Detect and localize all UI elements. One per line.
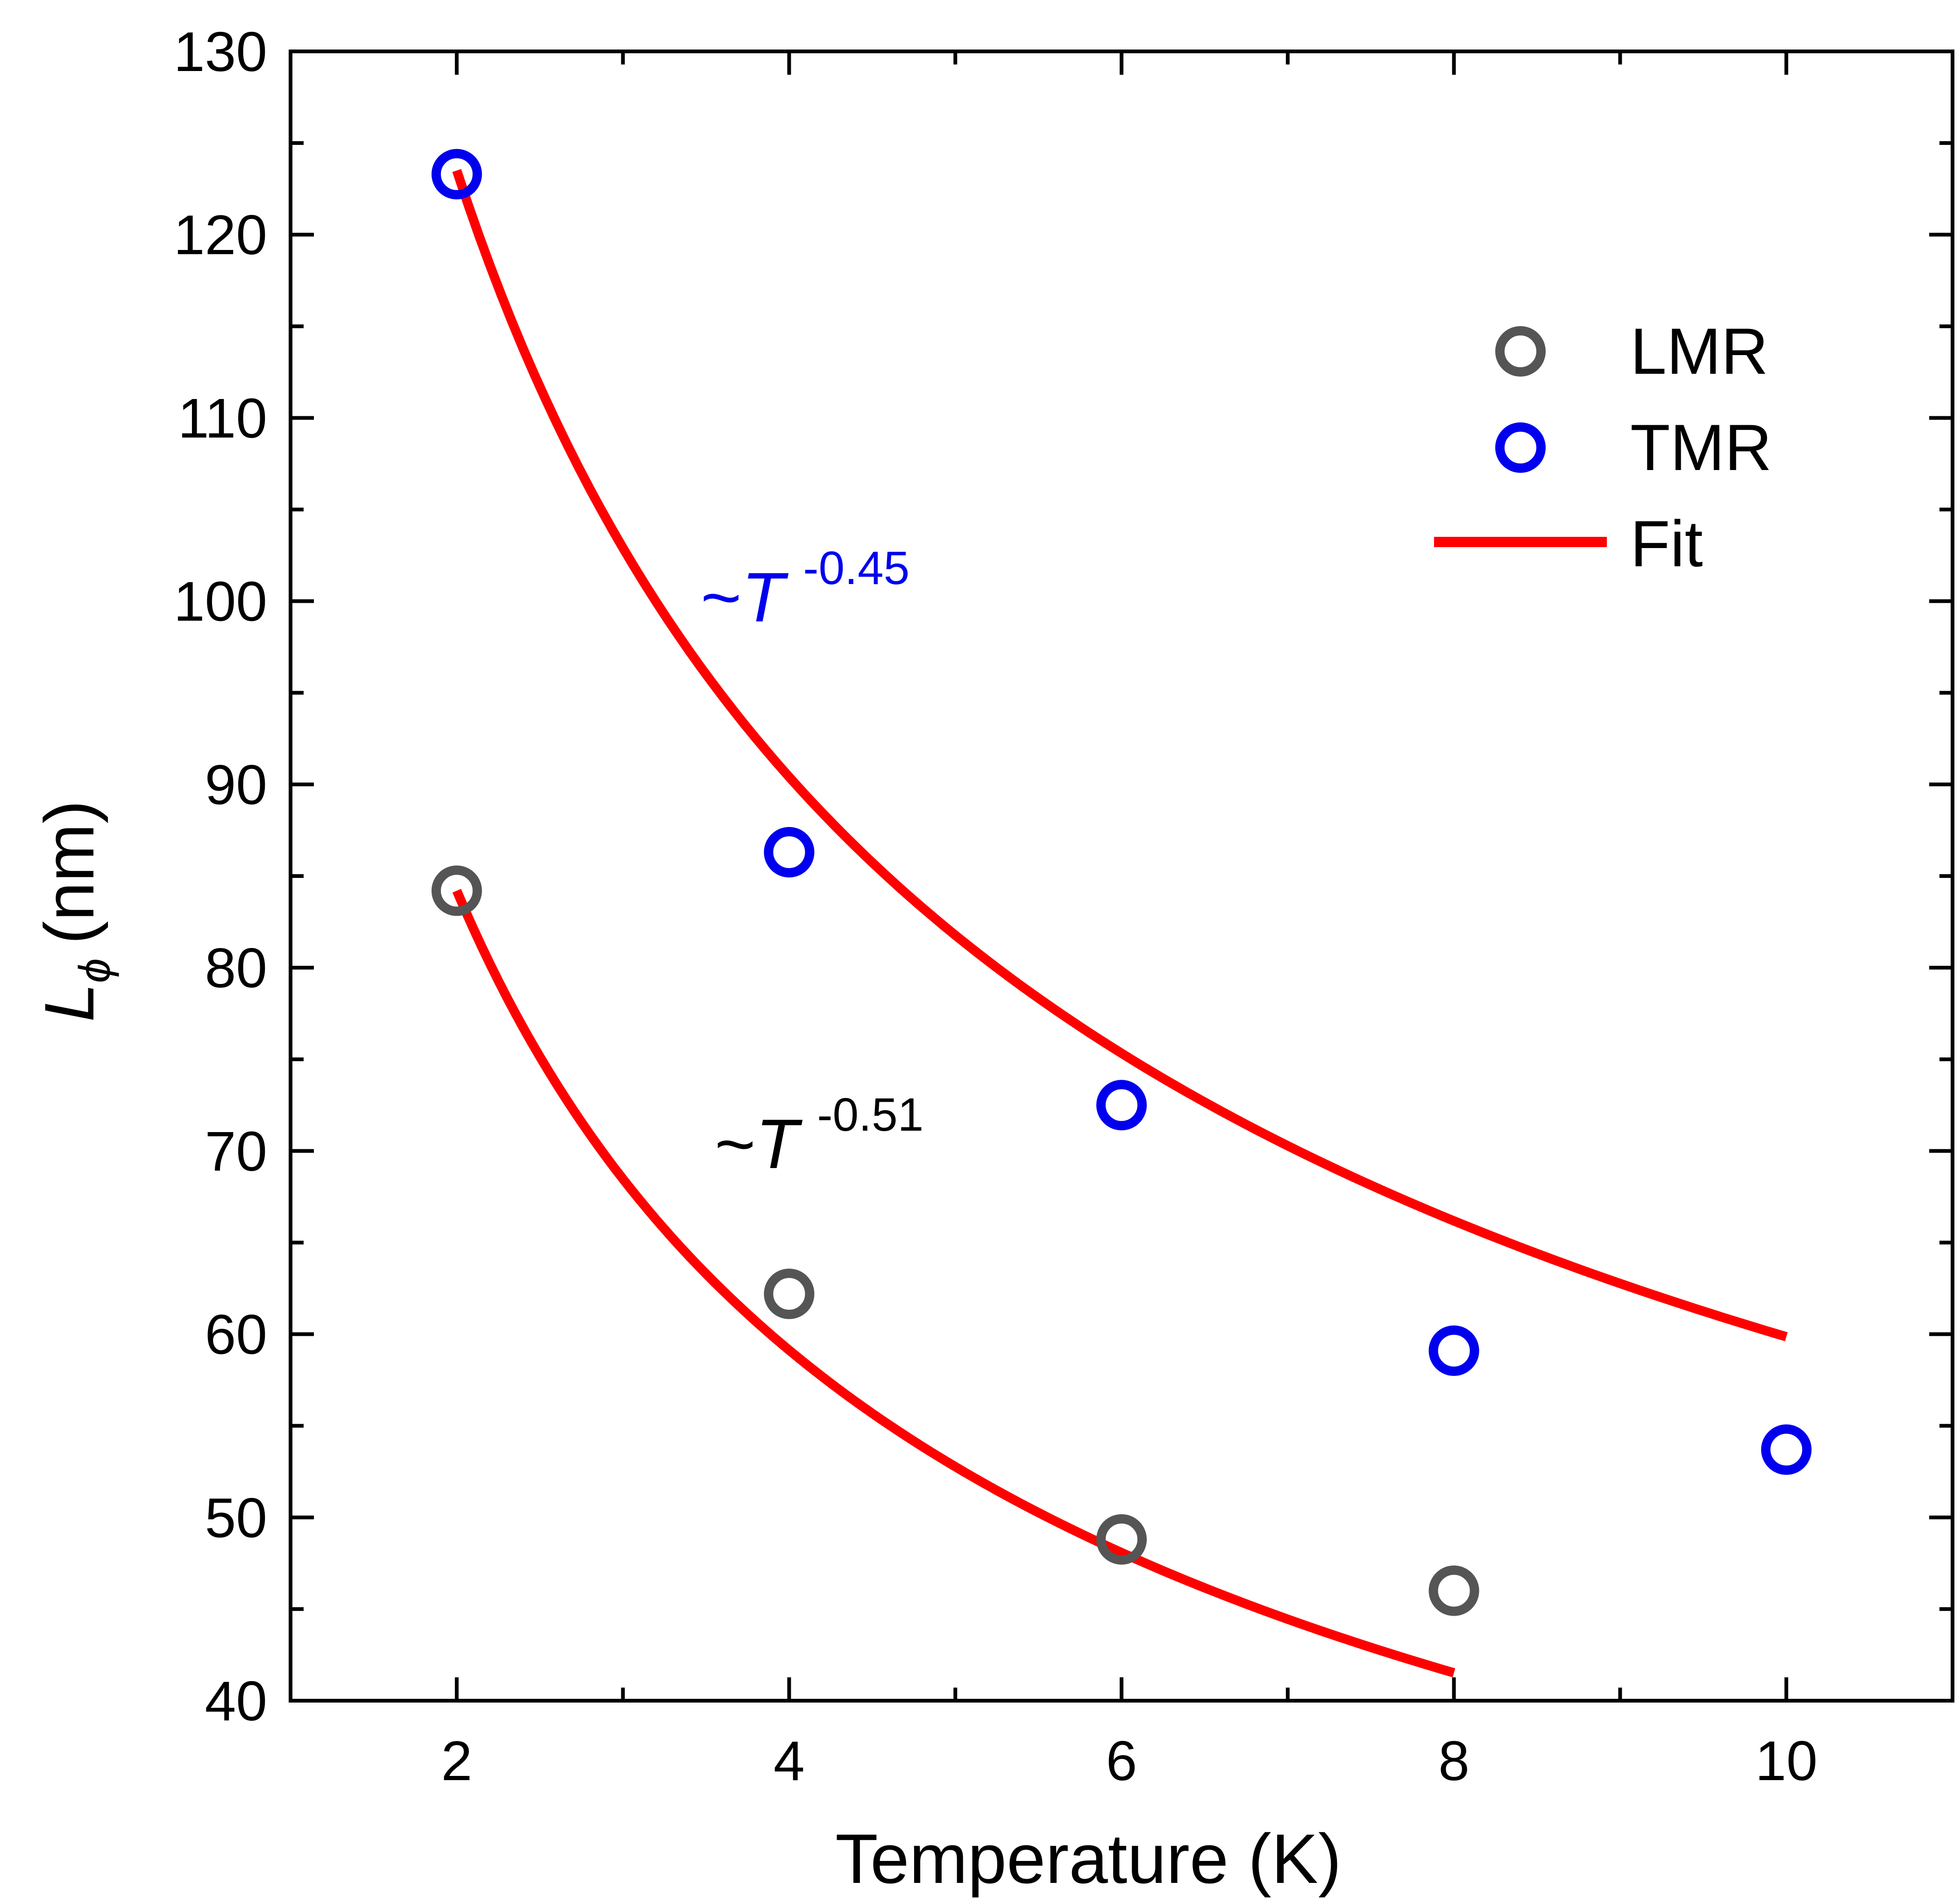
fit-curve-tmr <box>452 169 1788 1341</box>
data-point-tmr <box>431 149 482 200</box>
legend-tmr-label: TMR <box>1630 411 1772 484</box>
plot-frame <box>289 50 1954 1703</box>
y-tick-label: 50 <box>205 1487 267 1549</box>
data-point-tmr <box>1761 1424 1812 1475</box>
data-point-lmr <box>1428 1565 1479 1616</box>
x-tick-label: 10 <box>1755 1730 1817 1792</box>
data-markers <box>431 149 1812 1616</box>
annotation-tmr: ~T -0.45 <box>701 542 909 636</box>
legend-tmr-marker <box>1495 422 1546 473</box>
y-axis-subscript: ϕ <box>70 958 120 983</box>
fit-curve-lmr <box>452 889 1456 1677</box>
y-tick-labels: 40 50 60 70 80 90 100 110 120 130 <box>174 21 267 1732</box>
annotation-tmr-var: T <box>742 558 789 636</box>
x-tick-labels: 2 4 6 8 10 <box>441 1730 1818 1792</box>
annotation-lmr-var: T <box>756 1105 803 1183</box>
annotation-lmr-exp: -0.51 <box>817 1089 923 1141</box>
y-tick-label: 70 <box>205 1120 267 1183</box>
data-point-tmr <box>1096 1080 1147 1131</box>
fit-curves <box>452 169 1788 1677</box>
svg-text:~T-0.45: ~T -0.45 <box>701 542 909 636</box>
y-tick-label: 130 <box>174 21 267 83</box>
data-point-lmr <box>764 1269 815 1319</box>
data-point-lmr <box>1096 1514 1147 1565</box>
annotation-lmr-prefix: ~ <box>715 1105 756 1183</box>
x-axis-title: Temperature (K) <box>835 1819 1342 1898</box>
x-tick-label: 6 <box>1106 1730 1137 1792</box>
y-axis-unit: (nm) <box>30 800 108 944</box>
legend-lmr-label: LMR <box>1630 314 1768 388</box>
y-axis-title: Lϕ (nm) <box>30 800 120 1022</box>
y-tick-label: 80 <box>205 937 267 999</box>
legend-fit-label: Fit <box>1630 507 1703 580</box>
legend: LMR TMR Fit <box>1434 314 1772 580</box>
legend-lmr-marker <box>1495 326 1546 377</box>
annotation-tmr-prefix: ~ <box>701 558 742 636</box>
data-point-tmr <box>764 827 815 878</box>
y-tick-label: 40 <box>205 1670 267 1732</box>
x-tick-label: 2 <box>441 1730 472 1792</box>
y-tick-label: 110 <box>178 387 267 449</box>
x-tick-label: 8 <box>1438 1730 1470 1792</box>
y-axis-symbol: L <box>30 983 108 1022</box>
y-tick-label: 100 <box>174 570 267 633</box>
annotation-tmr-exp: -0.45 <box>803 542 909 594</box>
data-point-tmr <box>1428 1325 1479 1376</box>
x-tick-label: 4 <box>774 1730 805 1792</box>
grid-ticks <box>291 50 1953 1703</box>
y-tick-label: 120 <box>174 204 267 266</box>
annotation-lmr: ~T -0.51 <box>715 1089 923 1183</box>
y-tick-label: 90 <box>205 754 267 816</box>
svg-text:~T-0.51: ~T -0.51 <box>715 1089 923 1183</box>
data-point-lmr <box>431 865 482 916</box>
y-tick-label: 60 <box>205 1304 267 1366</box>
